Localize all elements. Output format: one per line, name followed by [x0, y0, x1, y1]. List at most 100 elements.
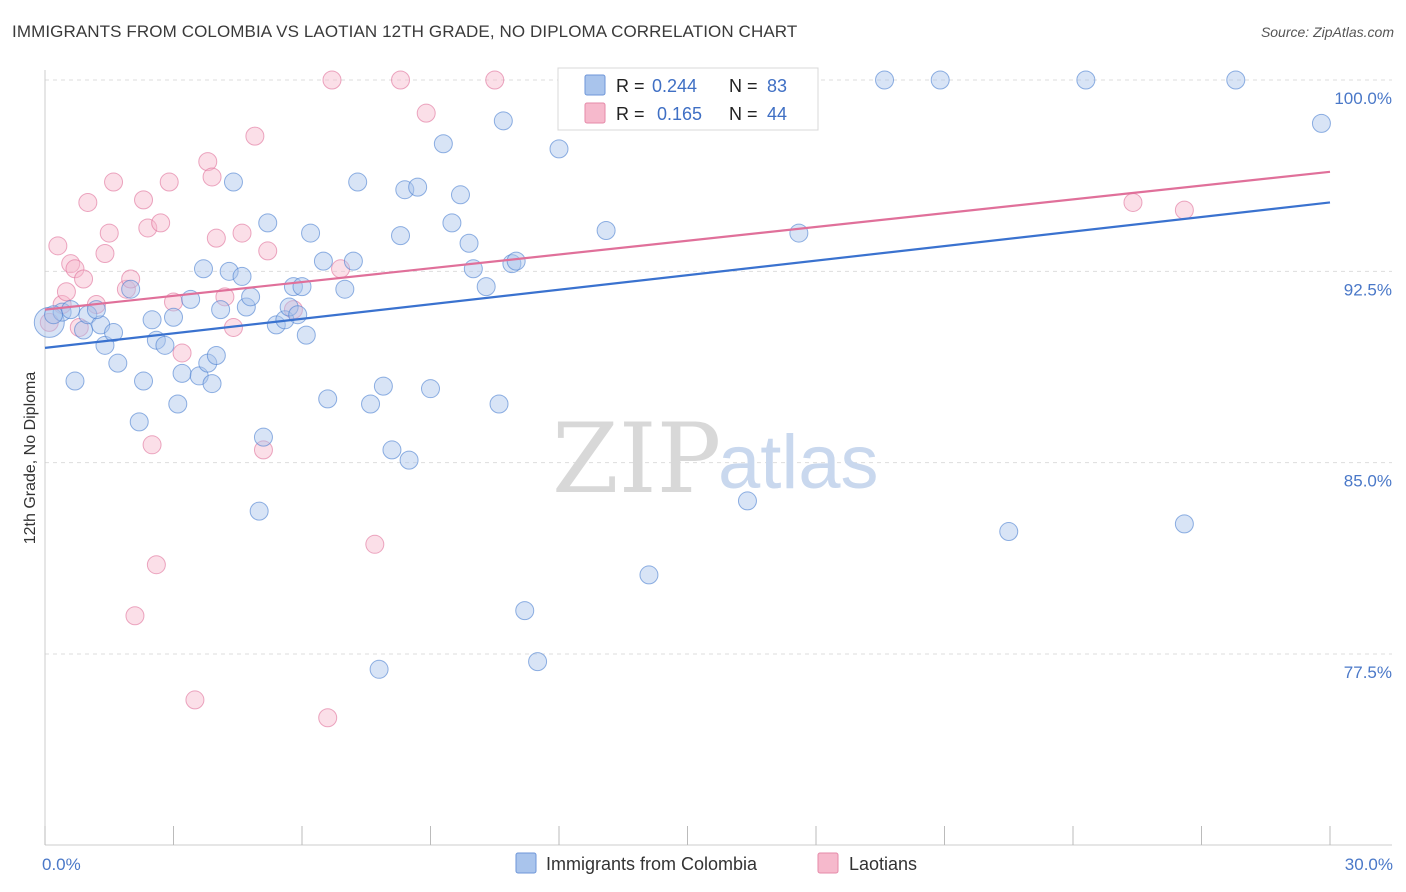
colombia-point [296, 325, 316, 345]
laotians-point [202, 167, 222, 187]
colombia-point [459, 233, 479, 253]
stats-n-label-pink: N = [729, 104, 758, 124]
colombia-point [493, 111, 513, 131]
laotians-point [48, 236, 68, 256]
laotians-point [198, 152, 218, 172]
colombia-point [476, 277, 496, 297]
colombia-point [108, 353, 128, 373]
y-tick-label: 100.0% [1334, 89, 1392, 108]
colombia-point [129, 412, 149, 432]
y-tick-label: 92.5% [1344, 280, 1392, 299]
x-tick-label: 0.0% [42, 855, 81, 874]
laotians-point [416, 103, 436, 123]
colombia-point [391, 226, 411, 246]
legend-label-colombia: Immigrants from Colombia [546, 854, 758, 874]
laotians-point [151, 213, 171, 233]
watermark-atlas: atlas [718, 420, 879, 505]
colombia-point [875, 70, 895, 90]
laotians-point [134, 190, 154, 210]
stats-r-value-blue: 0.244 [652, 76, 697, 96]
colombia-point [373, 376, 393, 396]
colombia-point [1226, 70, 1246, 90]
colombia-point [258, 213, 278, 233]
colombia-point [164, 307, 183, 327]
stats-swatch-blue [584, 74, 606, 96]
colombia-point [134, 371, 154, 391]
watermark-zip: ZIP [552, 403, 721, 515]
laotians-point [74, 269, 94, 289]
legend-label-laotians: Laotians [849, 854, 917, 874]
laotians-point [121, 269, 141, 289]
colombia-point [596, 221, 616, 241]
colombia-point [172, 363, 192, 383]
colombia-point [506, 251, 526, 271]
colombia-point [361, 394, 381, 414]
colombia-point [155, 335, 175, 355]
laotians-point [322, 70, 342, 90]
stats-n-label-blue: N = [729, 76, 758, 96]
colombia-point [348, 172, 368, 192]
y-tick-label: 85.0% [1344, 472, 1392, 491]
laotians-point [125, 606, 145, 626]
laotians-point [215, 287, 235, 307]
laotians-point [245, 126, 265, 146]
colombia-point [241, 287, 261, 307]
laotians-point [56, 282, 76, 302]
colombia-point [399, 450, 419, 470]
laotians-point [99, 223, 119, 243]
laotians-point [185, 690, 205, 710]
colombia-points [33, 70, 1331, 679]
colombia-point [61, 300, 81, 320]
colombia-point [549, 139, 569, 159]
colombia-point [343, 251, 363, 271]
bottom-legend: Immigrants from Colombia Laotians [515, 852, 917, 874]
colombia-point [249, 501, 269, 521]
legend-swatch-laotians [817, 852, 839, 874]
stats-n-value-pink: 44 [767, 104, 787, 124]
colombia-point [528, 652, 548, 672]
axis-layer: 77.5% 85.0% 92.5% 100.0% 0.0% 30.0% [42, 70, 1393, 874]
colombia-point [421, 379, 440, 399]
colombia-point [433, 134, 453, 154]
colombia-point [219, 261, 239, 281]
colombia-point [236, 297, 256, 317]
colombia-point [301, 223, 321, 243]
colombia-point [168, 394, 188, 414]
laotians-point [1123, 192, 1143, 212]
colombia-point [489, 394, 509, 414]
laotians-point [146, 555, 166, 575]
laotians-point [95, 243, 115, 263]
colombia-point [515, 601, 535, 621]
laotians-point [258, 241, 278, 261]
stats-r-label-blue: R = [616, 76, 645, 96]
laotians-point [138, 218, 158, 238]
colombia-point [335, 279, 355, 299]
colombia-point [789, 223, 809, 243]
stats-r-value-pink: 0.165 [657, 104, 702, 124]
laotians-point [391, 70, 411, 90]
laotians-point [116, 279, 136, 299]
laotians-point [78, 192, 98, 212]
legend-swatch-colombia [515, 852, 537, 874]
colombia-trend-line [44, 201, 1331, 349]
colombia-point [442, 213, 462, 233]
colombia-point [999, 522, 1019, 542]
laotians-points [39, 70, 1194, 728]
laotians-point [172, 343, 192, 363]
colombia-point [318, 389, 338, 409]
colombia-point [450, 185, 470, 205]
source-label: Source: ZipAtlas.com [1260, 24, 1394, 40]
colombia-point [253, 427, 273, 447]
colombia-point [74, 320, 94, 340]
colombia-point [313, 251, 333, 271]
chart-title: IMMIGRANTS FROM COLOMBIA VS LAOTIAN 12TH… [12, 22, 798, 41]
colombia-point [737, 491, 757, 511]
colombia-point [121, 279, 141, 299]
laotians-point [318, 708, 338, 728]
laotians-point [206, 228, 226, 248]
colombia-point [1311, 113, 1331, 133]
colombia-point [382, 440, 402, 460]
x-tick-label: 30.0% [1345, 855, 1393, 874]
colombia-point [211, 300, 231, 320]
